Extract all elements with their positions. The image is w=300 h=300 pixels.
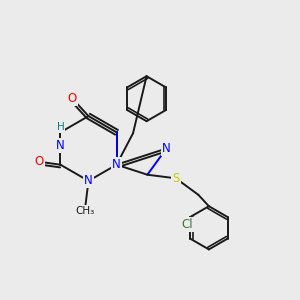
Text: CH₃: CH₃: [75, 206, 94, 216]
Text: N: N: [84, 174, 93, 188]
Text: O: O: [34, 155, 44, 168]
Text: N: N: [162, 142, 171, 155]
Text: N: N: [112, 158, 121, 171]
Text: H: H: [57, 122, 64, 132]
Text: O: O: [68, 92, 76, 105]
Text: Cl: Cl: [182, 218, 193, 231]
Text: S: S: [172, 172, 180, 185]
Text: N: N: [56, 139, 65, 152]
